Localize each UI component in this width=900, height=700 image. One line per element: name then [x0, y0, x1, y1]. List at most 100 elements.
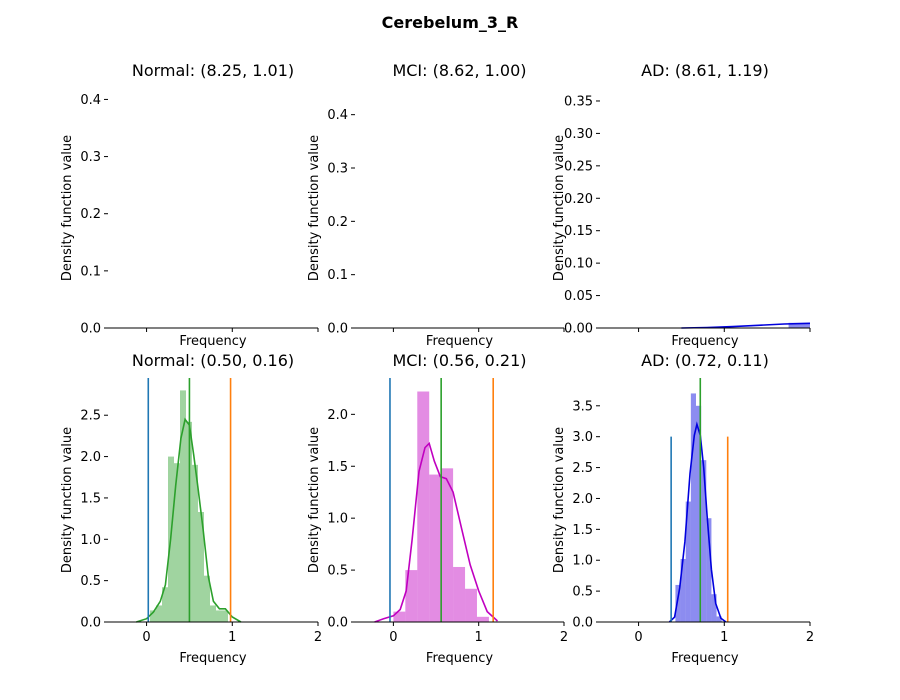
figure-suptitle: Cerebelum_3_R	[382, 13, 519, 32]
y-tick-label: 1.5	[80, 491, 101, 506]
y-axis-label: Density function value	[60, 427, 75, 573]
y-tick-label: 0.5	[572, 585, 593, 600]
histogram-bar	[180, 390, 186, 622]
y-axis-label: Density function value	[60, 135, 75, 281]
x-tick-label: 0	[142, 630, 150, 645]
y-axis-label: Density function value	[552, 427, 567, 573]
histogram-bar	[690, 393, 696, 622]
y-tick-label: 3.5	[572, 399, 593, 414]
y-tick-label: 1.0	[572, 554, 593, 569]
histogram-bar	[441, 468, 454, 622]
histogram-bar	[788, 322, 810, 328]
y-tick-label: 0.5	[327, 564, 348, 579]
y-tick-label: 2.0	[80, 450, 101, 465]
histogram-bar	[711, 594, 717, 622]
histogram-bar	[174, 463, 180, 622]
subplot-title: MCI: (8.62, 1.00)	[392, 61, 526, 80]
y-tick-label: 3.0	[572, 430, 593, 445]
subplot-title: AD: (0.72, 0.11)	[641, 351, 769, 370]
histogram-bar	[210, 605, 216, 622]
x-tick-label: 0	[634, 630, 642, 645]
histogram-bar	[675, 584, 681, 622]
subplot-3: AD: (8.61, 1.19) 0.00 0.05 0.10 0.15 0.20 0.25…	[552, 61, 811, 349]
x-axis-label: Frequency	[426, 651, 493, 666]
y-tick-label: 0.0	[80, 616, 101, 631]
y-tick-label: 0.4	[327, 108, 348, 123]
x-tick-label: 1	[228, 630, 236, 645]
y-axis-label: Density function value	[307, 135, 322, 281]
x-tick-label: 2	[806, 630, 814, 645]
y-axis-label: Density function value	[307, 427, 322, 573]
histogram-bar	[696, 405, 702, 622]
y-tick-label: 2.5	[572, 461, 593, 476]
subplot-5: MCI: (0.56, 0.21) 0.0 0.5 1.0 1.5 2.0 0 1 2 Frequ…	[307, 351, 568, 666]
kde-curve	[668, 421, 727, 623]
y-tick-label: 0.20	[564, 192, 593, 207]
y-tick-label: 0.3	[327, 162, 348, 177]
y-tick-label: 0.0	[572, 616, 593, 631]
histogram-bar	[162, 587, 168, 622]
kde-curve	[374, 441, 499, 623]
histogram-bar	[204, 575, 210, 622]
x-tick-label: 1	[720, 630, 728, 645]
histogram-bar	[453, 566, 466, 622]
y-tick-label: 0.25	[564, 159, 593, 174]
y-tick-label: 0.1	[80, 264, 101, 279]
y-tick-label: 1.0	[80, 533, 101, 548]
x-axis-label: Frequency	[426, 334, 493, 349]
subplot-6: AD: (0.72, 0.11) 0.0 0.5 1.0 1.5 2.0 2.5 3.0 3.5…	[552, 351, 814, 666]
x-axis-label: Frequency	[671, 334, 738, 349]
histogram-bar	[405, 570, 418, 622]
y-tick-label: 0.10	[564, 257, 593, 272]
y-tick-label: 2.0	[327, 408, 348, 423]
subplot-title: Normal: (0.50, 0.16)	[132, 351, 294, 370]
y-tick-label: 0.35	[564, 94, 593, 109]
histogram-bar	[156, 605, 162, 622]
x-axis-label: Frequency	[179, 334, 246, 349]
y-tick-label: 0.0	[327, 616, 348, 631]
x-tick-label: 2	[314, 630, 322, 645]
histogram-bar	[680, 558, 686, 622]
x-tick-label: 2	[560, 630, 568, 645]
y-tick-label: 1.5	[327, 460, 348, 475]
subplot-title: MCI: (0.56, 0.21)	[392, 351, 526, 370]
x-tick-label: 0	[389, 630, 397, 645]
subplot-title: Normal: (8.25, 1.01)	[132, 61, 294, 80]
y-tick-label: 0.0	[80, 322, 101, 337]
histogram-bar	[706, 518, 712, 622]
y-tick-label: 0.05	[564, 289, 593, 304]
y-tick-label: 0.1	[327, 268, 348, 283]
histogram-bar	[150, 610, 156, 622]
histogram-bar	[216, 610, 222, 622]
y-tick-label: 0.2	[80, 207, 101, 222]
y-tick-label: 0.4	[80, 93, 101, 108]
y-tick-label: 2.0	[572, 492, 593, 507]
histogram-bar	[192, 464, 198, 622]
y-tick-label: 1.0	[327, 512, 348, 527]
x-axis-label: Frequency	[179, 651, 246, 666]
y-tick-label: 1.5	[572, 523, 593, 538]
y-axis-label: Density function value	[552, 135, 567, 281]
histogram-bar	[417, 391, 430, 622]
histogram-bar	[476, 616, 489, 622]
histogram-bar	[393, 611, 406, 622]
y-tick-label: 0.15	[564, 224, 593, 239]
y-tick-label: 0.00	[564, 322, 593, 337]
subplot-title: AD: (8.61, 1.19)	[641, 61, 769, 80]
y-tick-label: 0.2	[327, 215, 348, 230]
subplot-1: Normal: (8.25, 1.01) 0.0 0.1 0.2 0.3 0.4 Frequ…	[60, 61, 319, 349]
y-tick-label: 0.3	[80, 150, 101, 165]
histogram-bar	[701, 460, 707, 622]
y-tick-label: 2.5	[80, 409, 101, 424]
histogram-bar	[716, 616, 722, 622]
subplot-grid: Normal: (8.25, 1.01) 0.0 0.1 0.2 0.3 0.4 Frequ…	[60, 61, 814, 666]
subplot-4: Normal: (0.50, 0.16) 0.0 0.5 1.0 1.5 2.0 2.5 0 1…	[60, 351, 322, 666]
y-tick-label: 0.5	[80, 574, 101, 589]
x-axis-label: Frequency	[671, 651, 738, 666]
y-tick-label: 0.0	[327, 322, 348, 337]
histogram-bar	[465, 588, 477, 622]
subplot-2: MCI: (8.62, 1.00) 0.0 0.1 0.2 0.3 0.4 Frequenc…	[307, 61, 565, 349]
histogram-bar	[685, 501, 691, 622]
y-tick-label: 0.30	[564, 127, 593, 142]
